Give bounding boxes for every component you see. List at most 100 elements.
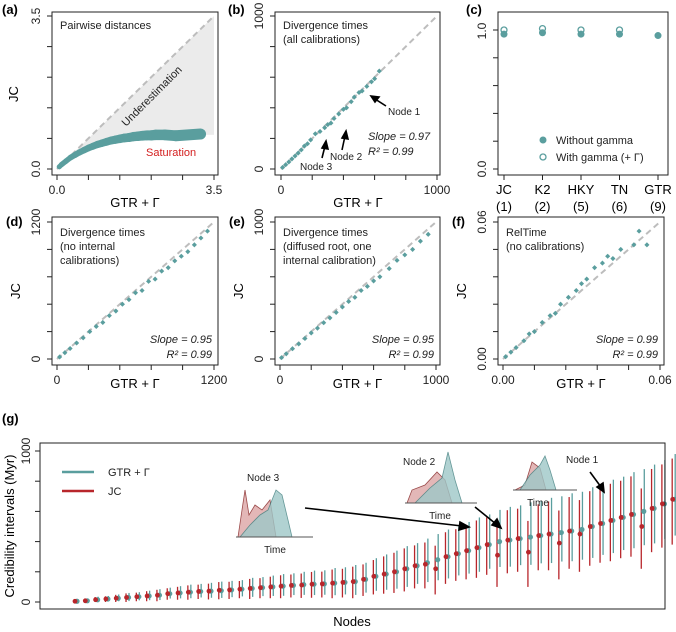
gtr-median [527, 534, 534, 540]
plot-frame-f [497, 216, 665, 366]
legend-without-gamma: Without gamma [556, 135, 634, 147]
category-param-count: (2) [535, 199, 551, 214]
panel-label-b: (b) [228, 2, 245, 17]
inset-node-2: Node 2 Time [403, 451, 477, 522]
jc-median [330, 580, 336, 586]
plot-frame-b [274, 11, 441, 176]
category-label: JC [496, 182, 512, 197]
jc-median [175, 590, 181, 596]
jc-median [402, 566, 408, 572]
panel-title: (no calibrations) [506, 241, 584, 253]
data-point [80, 335, 86, 341]
jc-median [556, 540, 562, 546]
point-without-gamma [654, 32, 662, 40]
r2-label: R² = 0.99 [388, 349, 434, 361]
data-point [130, 134, 136, 140]
data-point [67, 155, 74, 161]
r2-label: R² = 0.99 [612, 349, 658, 361]
data-point [364, 83, 370, 89]
jc-median [536, 533, 542, 538]
panel-label-e: (e) [229, 214, 245, 229]
jc-median [422, 561, 428, 567]
panel-label-c: (c) [466, 2, 482, 17]
jc-median [659, 501, 665, 507]
saturation-label: Saturation [146, 147, 196, 159]
x-tick-label: 0 [54, 373, 61, 387]
data-point [286, 159, 292, 165]
jc-median [309, 581, 315, 587]
panel-c: (c) Without gamma With gamma (+ Γ) JC (1)… [466, 2, 672, 214]
plot-frame-g [39, 442, 666, 610]
data-point [74, 340, 80, 346]
data-point [417, 238, 423, 244]
x-tick-label: 1000 [423, 373, 450, 387]
data-point [197, 131, 204, 137]
annotation-node-3: Node 3 [300, 162, 333, 173]
data-point [364, 283, 370, 289]
data-point [333, 309, 339, 315]
panel-d: (d) Divergence times (no internal calibrati… [6, 208, 228, 391]
jc-median [371, 573, 377, 579]
legend-with-gamma: With gamma (+ Γ) [556, 152, 644, 164]
identity-line [279, 221, 437, 360]
jc-median [93, 597, 99, 603]
data-point [351, 94, 357, 100]
jc-median [464, 548, 469, 554]
y-axis-label: JC [8, 283, 23, 299]
category-param-count: (1) [496, 199, 512, 214]
panel-title: Divergence times [60, 227, 145, 239]
data-point [178, 253, 184, 259]
plot-frame-e [274, 216, 441, 366]
jc-median [639, 524, 645, 529]
gtr-median [558, 529, 564, 536]
inset-label-node-3: Node 3 [247, 473, 280, 484]
panel-title: RelTime [506, 227, 547, 239]
inset-xlabel: Time [264, 545, 286, 556]
inset-label-node-1: Node 1 [566, 455, 599, 466]
y-axis-label: JC [6, 86, 21, 102]
category-label: GTR [644, 182, 671, 197]
jc-median [484, 542, 490, 548]
jc-median [72, 598, 78, 604]
y-tick-label: 1200 [29, 208, 43, 235]
x-tick-label: 0 [278, 183, 285, 197]
data-point [348, 99, 354, 105]
slope-label: Slope = 0.95 [150, 334, 213, 346]
jc-median [608, 518, 614, 523]
panel-title: (diffused root, one [283, 241, 371, 253]
data-point [547, 313, 553, 319]
slope-label: Slope = 0.99 [596, 334, 658, 346]
gtr-median [579, 526, 585, 533]
data-point [336, 111, 342, 117]
data-point [135, 133, 141, 139]
data-point [371, 278, 377, 284]
title-b-line1: Divergence times [283, 20, 368, 32]
data-point [631, 242, 637, 248]
data-point [321, 320, 327, 326]
data-point [162, 132, 168, 138]
point-without-gamma [616, 30, 623, 38]
jc-median [505, 537, 511, 543]
panel-label-d: (d) [6, 214, 23, 229]
x-tick-label: 0 [277, 373, 284, 387]
slope-label-b: Slope = 0.97 [368, 131, 431, 143]
jc-median [82, 598, 88, 604]
y-axis-label: Credibility intervals (Myr) [2, 454, 17, 597]
data-point [386, 266, 392, 272]
x-tick-label: 0.00 [491, 373, 515, 387]
data-point [153, 132, 159, 138]
jc-median [340, 579, 346, 585]
data-point [298, 147, 304, 153]
y-tick-label: 1.0 [475, 22, 489, 39]
data-point [644, 242, 650, 248]
data-point [618, 246, 624, 252]
data-point [289, 346, 296, 352]
data-point [339, 304, 345, 310]
data-point [108, 138, 114, 144]
jc-median [392, 569, 397, 575]
y-axis-label: JC [231, 283, 246, 299]
data-point [636, 228, 642, 234]
data-point [531, 329, 537, 335]
x-tick-label: 3.5 [206, 183, 223, 197]
data-point [126, 297, 132, 303]
